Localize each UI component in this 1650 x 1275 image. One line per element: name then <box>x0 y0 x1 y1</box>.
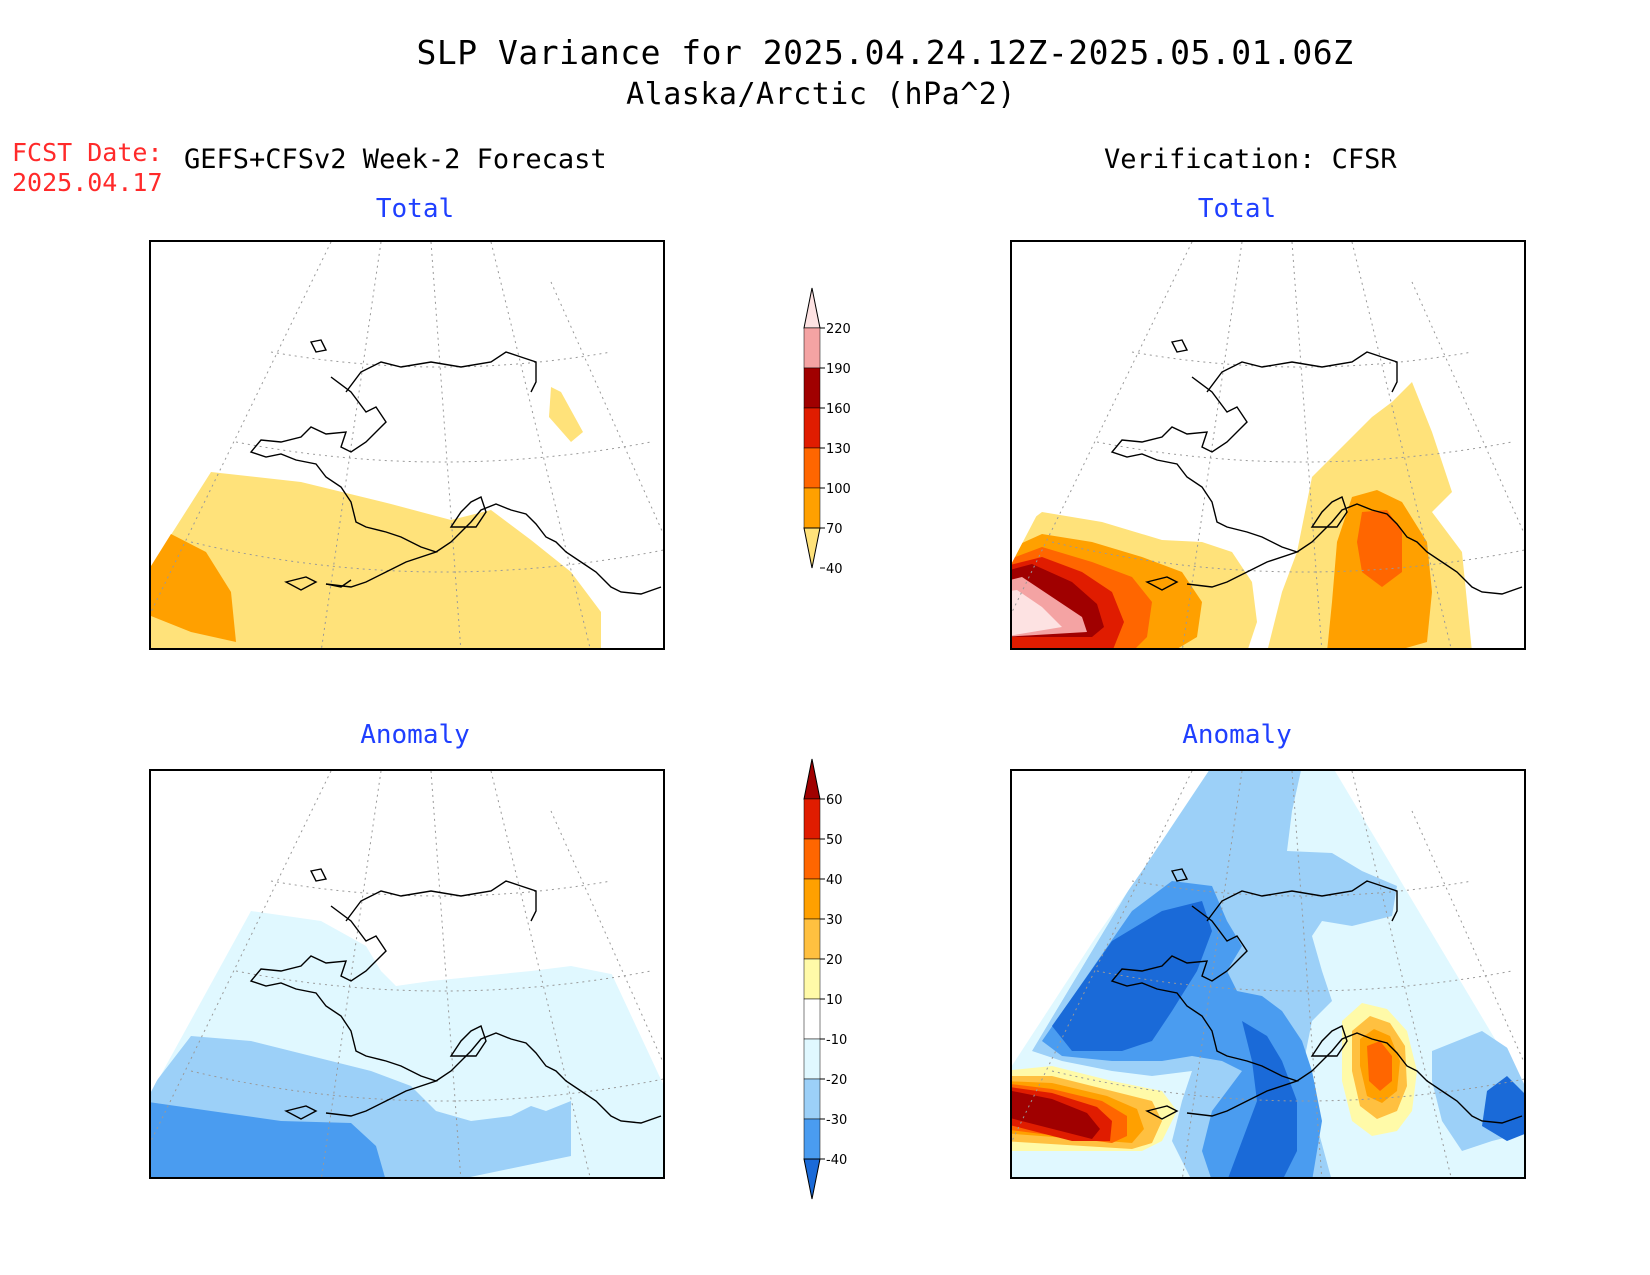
shade-100-130-east <box>1357 510 1402 587</box>
shade-plus40-50-east <box>1367 1041 1392 1091</box>
colorbar-label: 40 <box>826 562 843 577</box>
shade-minus40-east <box>1482 1076 1524 1141</box>
colorbar-swatch <box>803 998 821 1040</box>
colorbar-label: 10 <box>826 993 843 1008</box>
colorbar-label: -40 <box>826 1153 847 1168</box>
colorbar-label: 160 <box>826 402 851 417</box>
verification-total-map <box>1010 240 1526 650</box>
fcst-date-value: 2025.04.17 <box>12 168 163 197</box>
colorbar-swatch <box>803 287 821 329</box>
main-title: SLP Variance for 2025.04.24.12Z-2025.05.… <box>416 33 1354 72</box>
forecast-column-title: GEFS+CFSv2 Week-2 Forecast <box>184 144 607 175</box>
colorbar-label: 60 <box>826 793 843 808</box>
colorbar-swatch <box>803 878 821 920</box>
shade-40-70-east <box>549 387 583 442</box>
sub-title: Alaska/Arctic (hPa^2) <box>626 77 1016 112</box>
forecast-total-map <box>149 240 665 650</box>
colorbar-label: 40 <box>826 873 843 888</box>
anomaly-colorbar: 60 50 40 30 20 10 -10 -20 -30 -40 <box>803 758 847 1200</box>
colorbar-swatch <box>803 758 821 800</box>
colorbar-swatch <box>803 918 821 960</box>
colorbar-label: 70 <box>826 522 843 537</box>
colorbar-swatch <box>803 447 821 489</box>
colorbar-label: 20 <box>826 953 843 968</box>
colorbar-label: 220 <box>826 322 851 337</box>
shade-minus40-channel <box>1227 1021 1297 1177</box>
fcst-date-label: FCST Date: <box>12 138 163 167</box>
colorbar-label: 50 <box>826 833 843 848</box>
colorbar-swatch <box>803 838 821 880</box>
colorbar-swatch <box>803 798 821 840</box>
colorbar-swatch <box>803 958 821 1000</box>
colorbar-swatch <box>803 527 821 569</box>
colorbar-label: -10 <box>826 1033 847 1048</box>
verification-anomaly-map <box>1010 769 1526 1179</box>
total-colorbar: 220 190 160 130 100 70 40 <box>803 287 851 577</box>
colorbar-label: 100 <box>826 482 851 497</box>
shade-minus30-minus40 <box>151 1101 386 1177</box>
shade-plus60-west <box>1012 1089 1100 1139</box>
colorbar-swatch <box>803 1158 821 1200</box>
shade-220-west <box>1012 590 1062 637</box>
colorbar-swatch <box>803 1038 821 1080</box>
shade-minus40-main <box>1052 901 1212 1051</box>
shade-70-100 <box>151 534 236 642</box>
colorbar-swatch <box>803 367 821 409</box>
colorbar-label: -20 <box>826 1073 847 1088</box>
colorbar-label: 30 <box>826 913 843 928</box>
verification-total-title: Total <box>1197 194 1277 224</box>
colorbar-swatch <box>803 1118 821 1160</box>
forecast-total-title: Total <box>375 194 455 224</box>
verification-anomaly-title: Anomaly <box>1182 720 1292 750</box>
forecast-anomaly-map <box>149 769 665 1179</box>
colorbar-label: 190 <box>826 362 851 377</box>
verification-column-title: Verification: CFSR <box>1104 144 1397 175</box>
forecast-anomaly-title: Anomaly <box>360 720 470 750</box>
colorbar-label: 130 <box>826 442 851 457</box>
colorbar-swatch <box>803 327 821 369</box>
colorbar-label: -30 <box>826 1113 847 1128</box>
shade-40-70 <box>151 472 601 648</box>
colorbar-swatch <box>803 407 821 449</box>
colorbar-swatch <box>803 1078 821 1120</box>
colorbar-swatch <box>803 487 821 529</box>
